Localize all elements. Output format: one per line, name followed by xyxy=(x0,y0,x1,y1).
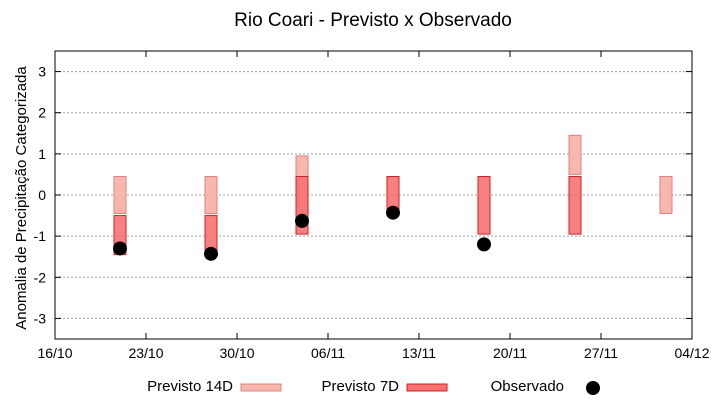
point-observado xyxy=(204,246,218,261)
x-tick-label: 23/10 xyxy=(128,345,163,361)
bar-previsto-14d xyxy=(113,175,127,215)
y-tick-label: 0 xyxy=(38,187,46,203)
x-tick-label: 04/12 xyxy=(674,345,709,361)
y-axis-label: Anomalia de Precipitação Categorizada xyxy=(13,66,30,330)
point-observado xyxy=(113,241,127,256)
legend-swatch-previsto-7d xyxy=(406,383,448,392)
y-tick-label: -2 xyxy=(34,269,47,285)
legend-label-previsto-7d: Previsto 7D xyxy=(321,378,399,395)
legend-label-observado: Observado xyxy=(491,378,564,395)
bar-previsto-14d xyxy=(659,175,673,215)
point-observado xyxy=(295,213,309,228)
x-tick-label: 27/11 xyxy=(584,345,618,361)
x-tick-label: 06/11 xyxy=(311,345,345,361)
x-tick-label: 30/10 xyxy=(219,345,254,361)
series-observado xyxy=(113,205,491,261)
bar-previsto-14d xyxy=(204,175,218,215)
chart-title: Rio Coari - Previsto x Observado xyxy=(234,10,512,31)
legend-label-previsto-14d: Previsto 14D xyxy=(147,378,233,395)
y-tick-label: -1 xyxy=(34,228,47,244)
point-observado xyxy=(477,237,491,252)
y-tick-label: 2 xyxy=(38,105,46,121)
legend: Previsto 14D Previsto 7D Observado xyxy=(147,378,600,395)
x-tick-label: 13/11 xyxy=(402,345,436,361)
bar-previsto-14d xyxy=(568,134,582,175)
point-observado xyxy=(386,205,400,220)
y-tick-label: -3 xyxy=(34,310,47,326)
grid-layer xyxy=(55,71,692,319)
y-tick-label: 3 xyxy=(38,64,46,80)
axis-layer: -3 -2 -1 0 1 2 3 16/10 23/10 30/10 06/11 13/11 20/11… xyxy=(34,51,710,361)
x-tick-label: 16/10 xyxy=(37,345,72,361)
series-previsto-7d xyxy=(113,175,582,256)
y-tick-label: 1 xyxy=(38,146,46,162)
x-tick-label: 20/11 xyxy=(493,345,527,361)
legend-marker-observado xyxy=(586,381,600,395)
bar-previsto-7d xyxy=(477,175,491,235)
bar-previsto-7d xyxy=(568,175,582,235)
legend-swatch-previsto-14d xyxy=(240,383,282,392)
